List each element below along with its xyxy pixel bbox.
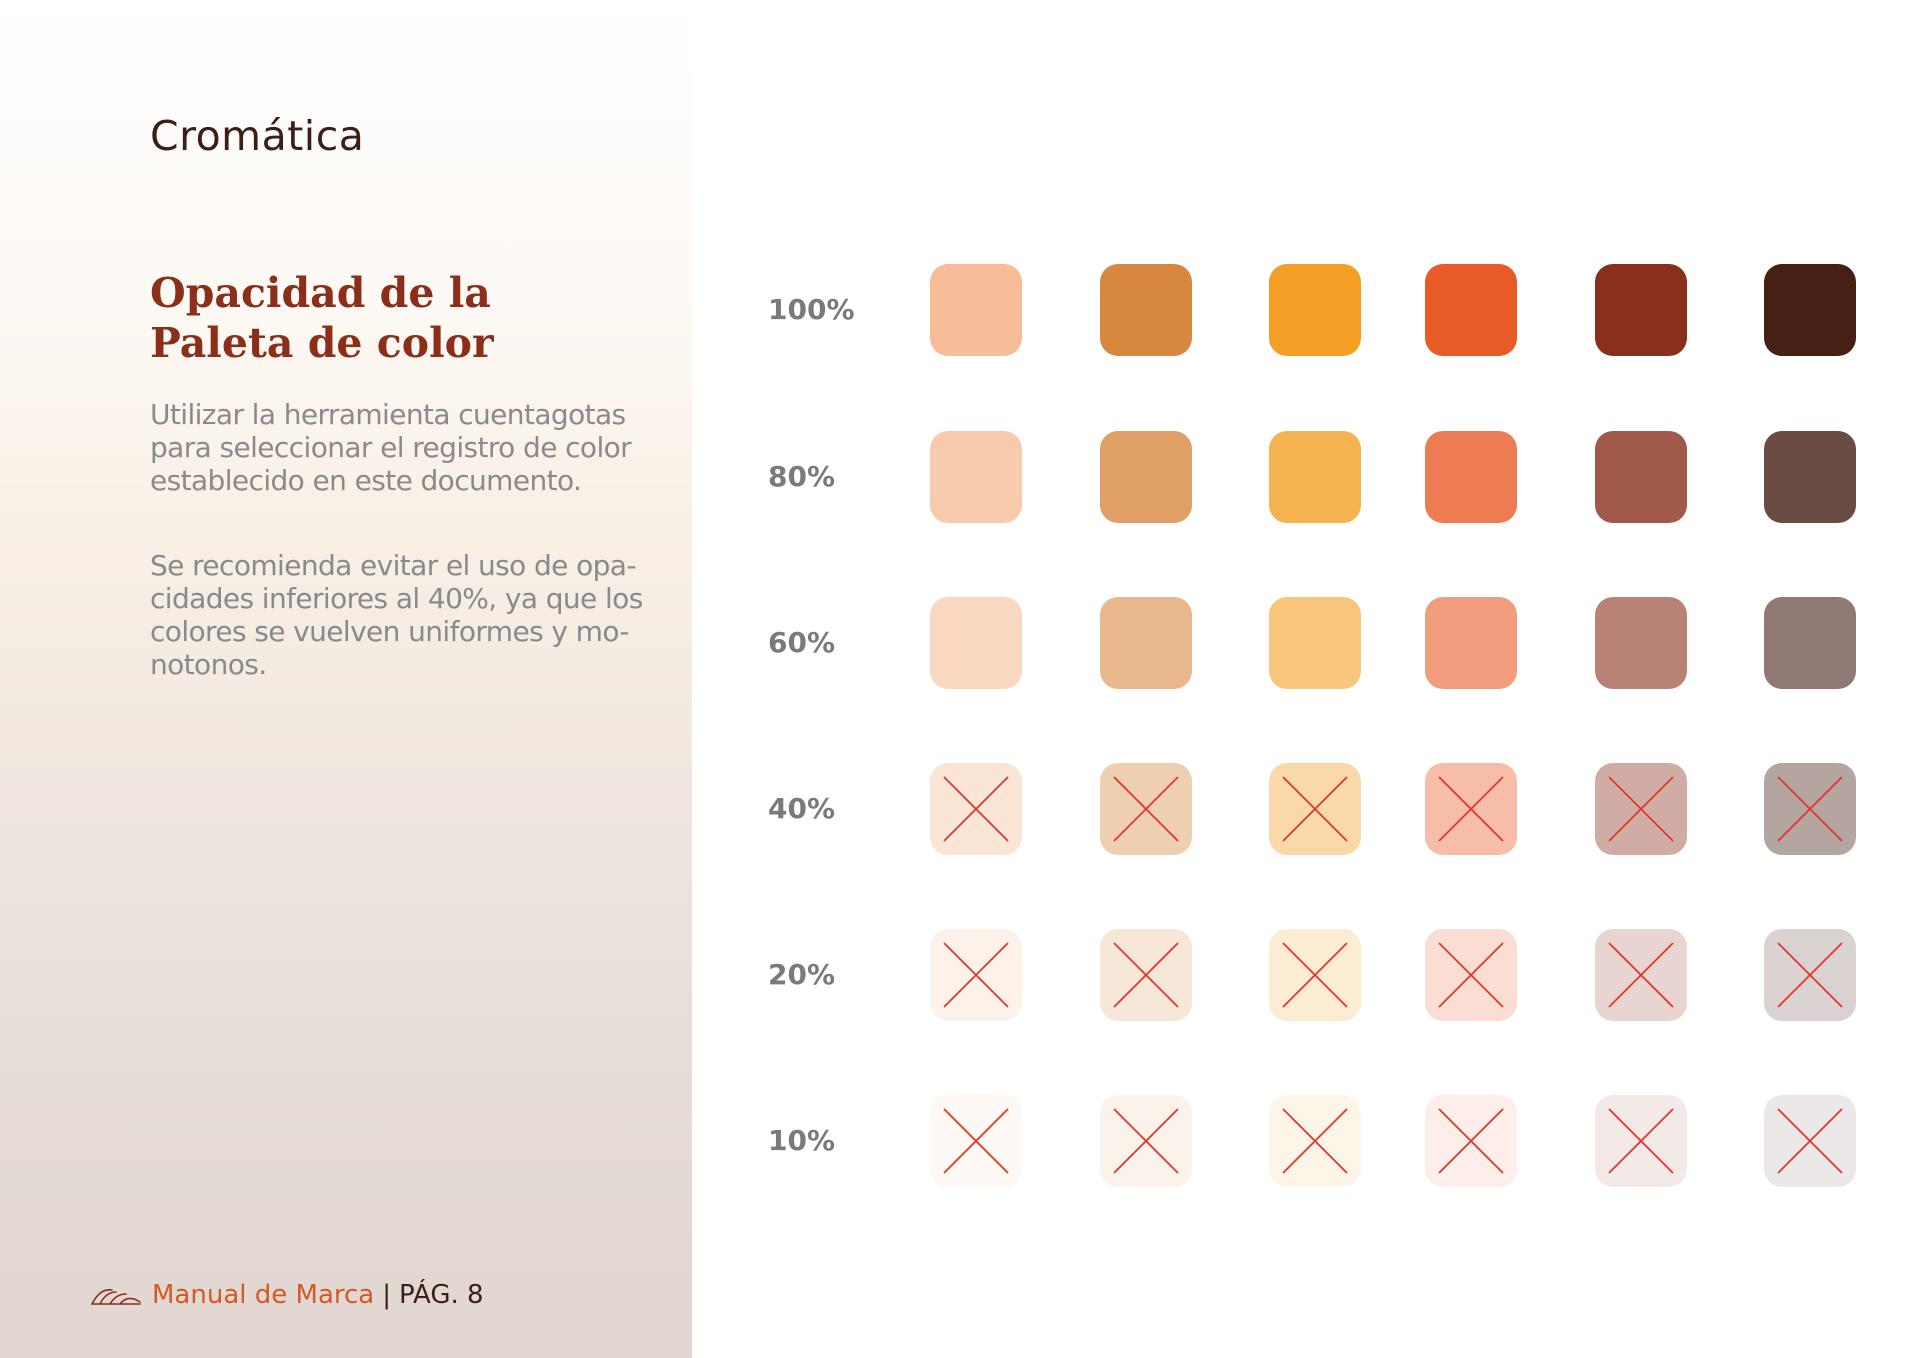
color-swatch (1595, 264, 1687, 356)
cross-icon (1438, 942, 1504, 1008)
color-swatch (1764, 763, 1856, 855)
cross-icon (1608, 776, 1674, 842)
page-number: PÁG. 8 (398, 1280, 484, 1310)
footer-brand: Manual de Marca (152, 1280, 375, 1310)
cross-icon (943, 1108, 1009, 1174)
cross-icon (1608, 1108, 1674, 1174)
color-swatch (930, 929, 1022, 1021)
cross-icon (943, 942, 1009, 1008)
color-swatch (1100, 597, 1192, 689)
heading-line: Paleta de color (150, 319, 494, 367)
color-swatch (1100, 763, 1192, 855)
cross-icon (1608, 942, 1674, 1008)
color-swatch (930, 597, 1022, 689)
opacity-label: 10% (768, 1124, 836, 1157)
eyedropper-instructions: Utilizar la herramienta cuentagotas para… (150, 398, 670, 497)
section-title: Cromática (150, 112, 365, 160)
paragraph-line: establecido en este documento. (150, 464, 582, 497)
color-swatch (1764, 264, 1856, 356)
page-footer: Manual de Marca | PÁG. 8 (90, 1275, 484, 1315)
cross-icon (1282, 942, 1348, 1008)
color-swatch (930, 1095, 1022, 1187)
paragraph-line: cidades inferiores al 40%, ya que los (150, 582, 643, 615)
color-swatch (1425, 1095, 1517, 1187)
paragraph-line: Utilizar la herramienta cuentagotas (150, 398, 626, 431)
cross-icon (1438, 776, 1504, 842)
opacity-label: 20% (768, 958, 836, 991)
cross-icon (1777, 1108, 1843, 1174)
arch-logo-icon (91, 1288, 141, 1305)
palette-opacity-heading: Opacidad de la Paleta de color (150, 268, 650, 368)
footer-separator: | (382, 1280, 391, 1310)
color-swatch (1100, 431, 1192, 523)
color-swatch (1595, 929, 1687, 1021)
color-swatch (1595, 1095, 1687, 1187)
color-swatch (930, 763, 1022, 855)
cross-icon (1777, 942, 1843, 1008)
color-swatch (1269, 264, 1361, 356)
color-swatch (1425, 431, 1517, 523)
color-swatch (1269, 763, 1361, 855)
opacity-label: 80% (768, 460, 836, 493)
color-swatch (930, 431, 1022, 523)
color-swatch (1425, 264, 1517, 356)
opacity-label: 60% (768, 626, 836, 659)
opacity-label: 100% (768, 293, 855, 326)
opacity-label: 40% (768, 792, 836, 825)
color-swatch (1595, 431, 1687, 523)
cross-icon (1113, 942, 1179, 1008)
cross-icon (1282, 1108, 1348, 1174)
cross-icon (1282, 776, 1348, 842)
color-swatch (930, 264, 1022, 356)
paragraph-line: colores se vuelven uniformes y mo- (150, 615, 630, 648)
paragraph-line: notonos. (150, 648, 267, 681)
color-swatch (1595, 597, 1687, 689)
color-swatch (1269, 597, 1361, 689)
cross-icon (1113, 1108, 1179, 1174)
cross-icon (1113, 776, 1179, 842)
color-swatch (1100, 264, 1192, 356)
paragraph-line: Se recomienda evitar el uso de opa- (150, 549, 636, 582)
color-swatch (1595, 763, 1687, 855)
color-swatch (1764, 597, 1856, 689)
sidebar-panel (0, 0, 692, 1358)
color-swatch (1269, 431, 1361, 523)
opacity-recommendation: Se recomienda evitar el uso de opa- cida… (150, 549, 670, 681)
color-swatch (1269, 929, 1361, 1021)
cross-icon (1438, 1108, 1504, 1174)
paragraph-line: para seleccionar el registro de color (150, 431, 632, 464)
heading-line: Opacidad de la (150, 269, 491, 317)
color-swatch (1425, 763, 1517, 855)
cross-icon (943, 776, 1009, 842)
cross-icon (1777, 776, 1843, 842)
color-swatch (1425, 929, 1517, 1021)
color-swatch (1764, 929, 1856, 1021)
color-swatch (1425, 597, 1517, 689)
color-swatch (1764, 1095, 1856, 1187)
color-swatch (1764, 431, 1856, 523)
color-swatch (1269, 1095, 1361, 1187)
color-swatch (1100, 1095, 1192, 1187)
color-swatch (1100, 929, 1192, 1021)
